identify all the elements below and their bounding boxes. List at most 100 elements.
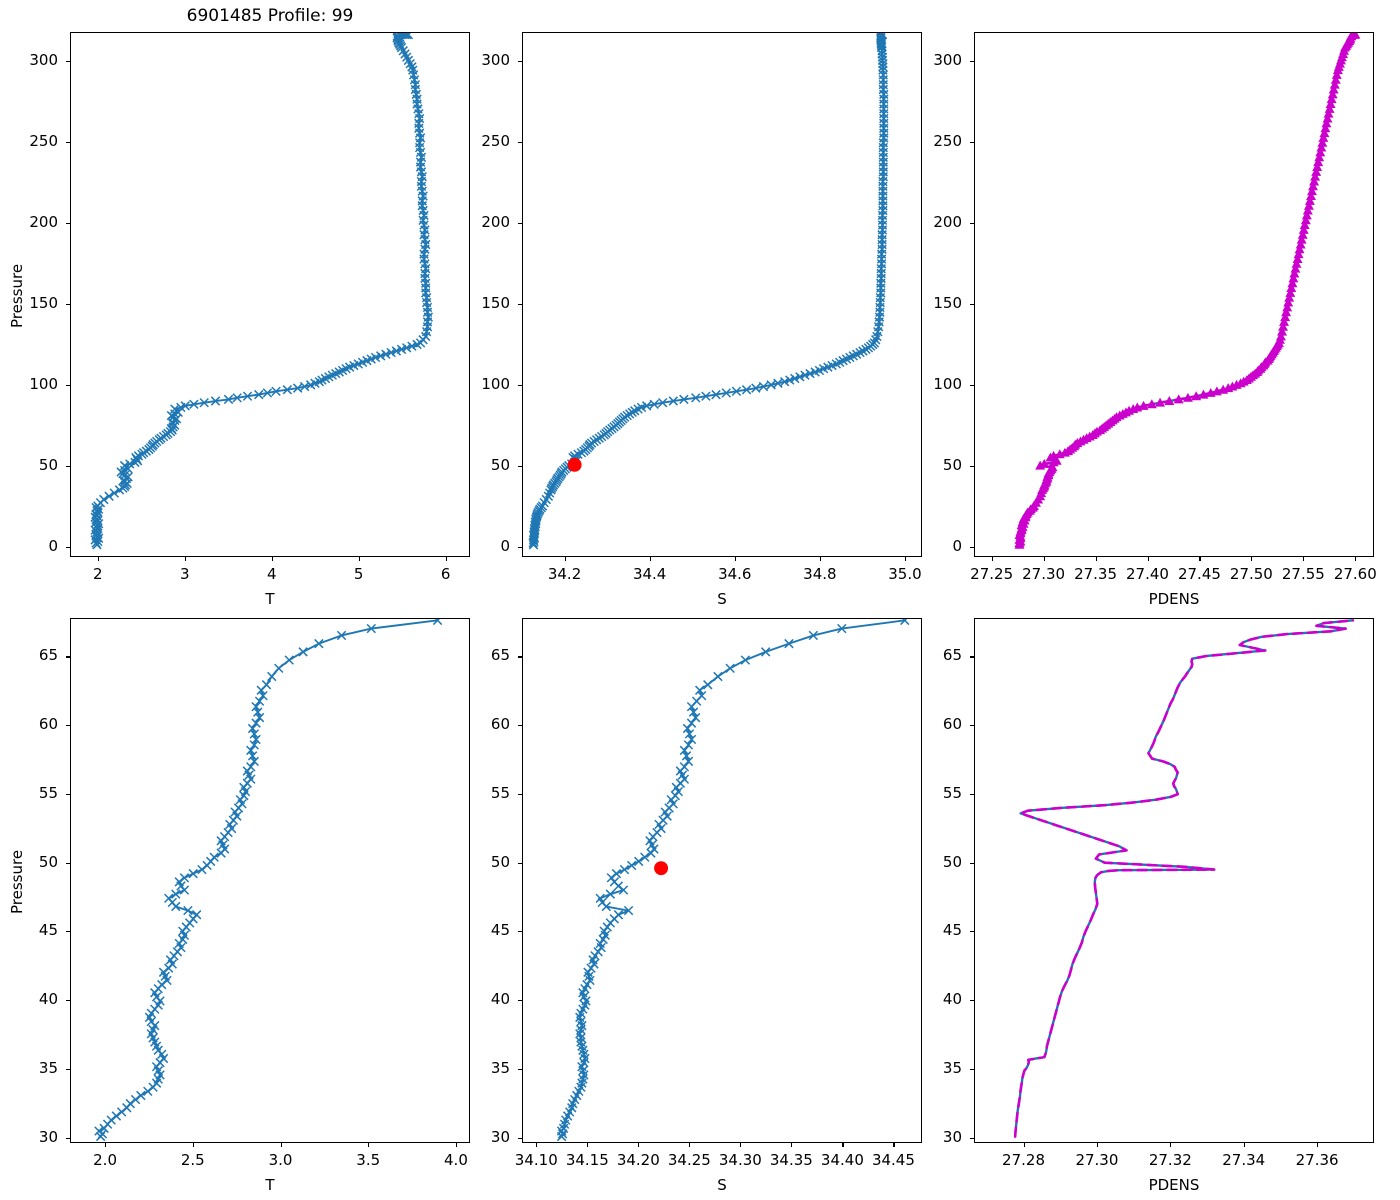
xtick-mark xyxy=(280,1143,282,1147)
ytick-label: 55 xyxy=(942,783,962,802)
xtick-mark xyxy=(734,557,736,561)
ytick-mark xyxy=(970,656,974,658)
ytick-label: 45 xyxy=(942,921,962,940)
xtick-label: 34.20 xyxy=(616,1151,660,1169)
series-markers-S xyxy=(528,33,889,550)
xtick-mark xyxy=(1095,557,1097,561)
xtick-mark xyxy=(1147,557,1149,561)
ytick-mark xyxy=(66,304,70,306)
ytick-mark xyxy=(970,385,974,387)
ytick-mark xyxy=(970,1068,974,1070)
xtick-mark xyxy=(271,557,273,561)
ytick-mark xyxy=(518,793,522,795)
xtick-label: 27.40 xyxy=(1126,565,1169,583)
xtick-label: 27.34 xyxy=(1222,1151,1266,1169)
xtick-label: 27.30 xyxy=(1022,565,1066,583)
xaxis-label-bottom-right: PDENS xyxy=(1148,1176,1200,1194)
xtick-label: 27.36 xyxy=(1295,1151,1339,1169)
ytick-mark xyxy=(970,862,974,864)
xtick-mark xyxy=(740,1143,742,1147)
ytick-label: 300 xyxy=(29,51,58,70)
xtick-mark xyxy=(1199,557,1201,561)
ytick-label: 40 xyxy=(490,990,510,1009)
xtick-label: 34.45 xyxy=(871,1151,915,1169)
ytick-label: 250 xyxy=(29,132,58,151)
ytick-mark xyxy=(970,725,974,727)
ytick-mark xyxy=(518,547,522,549)
xtick-mark xyxy=(97,557,99,561)
ytick-mark xyxy=(970,223,974,225)
xtick-label: 27.50 xyxy=(1229,565,1273,583)
xtick-mark xyxy=(649,557,651,561)
xtick-mark xyxy=(536,1143,538,1147)
xtick-label: 27.25 xyxy=(970,565,1014,583)
xtick-mark xyxy=(638,1143,640,1147)
xtick-mark xyxy=(368,1143,370,1147)
xtick-label: 4 xyxy=(266,565,277,583)
ytick-label: 50 xyxy=(942,852,962,871)
ytick-label: 35 xyxy=(490,1058,510,1077)
ytick-label: 40 xyxy=(942,990,962,1009)
ytick-mark xyxy=(66,142,70,144)
ytick-mark xyxy=(970,931,974,933)
xtick-label: 2.5 xyxy=(180,1151,205,1169)
ytick-label: 50 xyxy=(38,852,58,871)
ytick-label: 150 xyxy=(933,294,962,313)
xtick-label: 6 xyxy=(440,565,451,583)
xtick-label: 27.55 xyxy=(1281,565,1325,583)
ytick-mark xyxy=(518,862,522,864)
ytick-label: 250 xyxy=(481,132,510,151)
ytick-mark xyxy=(66,466,70,468)
plot-area-top-right xyxy=(974,32,1374,557)
ytick-mark xyxy=(518,223,522,225)
xtick-mark xyxy=(893,1143,895,1147)
xtick-label: 34.2 xyxy=(547,565,582,583)
ytick-label: 65 xyxy=(490,646,510,665)
xtick-label: 34.25 xyxy=(667,1151,711,1169)
xtick-mark xyxy=(184,557,186,561)
series-line-PDENS xyxy=(1018,33,1357,546)
ytick-label: 60 xyxy=(942,715,962,734)
series-line-S xyxy=(560,619,906,1138)
ytick-label: 40 xyxy=(38,990,58,1009)
xtick-mark xyxy=(791,1143,793,1147)
ytick-label: 35 xyxy=(38,1058,58,1077)
ytick-mark xyxy=(518,142,522,144)
ytick-label: 50 xyxy=(38,456,58,475)
ytick-mark xyxy=(970,304,974,306)
xtick-label: 34.35 xyxy=(769,1151,813,1169)
ytick-label: 60 xyxy=(490,715,510,734)
ytick-mark xyxy=(66,656,70,658)
ytick-label: 250 xyxy=(933,132,962,151)
ytick-label: 0 xyxy=(952,537,962,556)
ytick-mark xyxy=(518,1000,522,1002)
xtick-label: 34.10 xyxy=(514,1151,558,1169)
xtick-label: 34.30 xyxy=(718,1151,762,1169)
xtick-label: 2 xyxy=(93,565,103,583)
ytick-mark xyxy=(970,1137,974,1139)
ytick-mark xyxy=(66,61,70,63)
xtick-mark xyxy=(1170,1143,1172,1147)
xtick-label: 34.8 xyxy=(803,565,837,583)
ytick-mark xyxy=(66,1137,70,1139)
xtick-mark xyxy=(445,557,447,561)
ytick-label: 50 xyxy=(942,456,962,475)
series-markers-PDENS xyxy=(1014,33,1361,549)
series-line-PDENS xyxy=(1013,619,1355,1138)
xtick-label: 2.0 xyxy=(93,1151,117,1169)
ytick-mark xyxy=(66,547,70,549)
xtick-mark xyxy=(358,557,360,561)
ytick-mark xyxy=(66,1068,70,1070)
ytick-mark xyxy=(518,61,522,63)
ytick-label: 50 xyxy=(490,456,510,475)
xtick-label: 27.30 xyxy=(1075,1151,1119,1169)
ytick-label: 0 xyxy=(500,537,510,556)
xtick-mark xyxy=(991,557,993,561)
xtick-label: 4.0 xyxy=(444,1151,468,1169)
ytick-label: 150 xyxy=(481,294,510,313)
chart-title: 6901485 Profile: 99 xyxy=(186,6,354,26)
plot-area-top-left xyxy=(70,32,470,557)
series-line-S xyxy=(532,33,885,546)
yaxis-label-bottom-left: Pressure xyxy=(8,849,26,914)
